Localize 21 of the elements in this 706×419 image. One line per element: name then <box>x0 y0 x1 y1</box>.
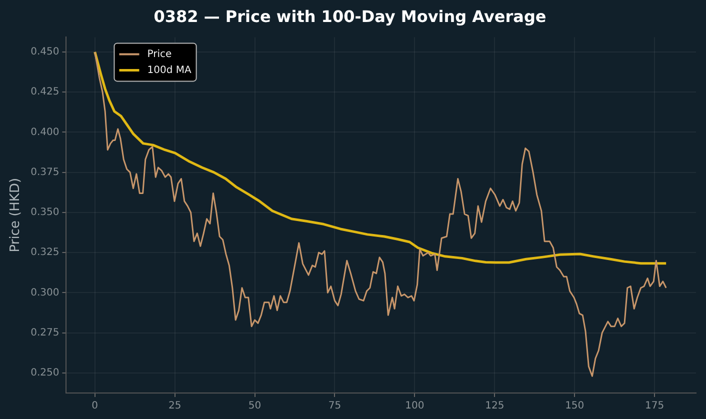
x-tick-label: 0 <box>92 400 98 412</box>
x-tick-label: 50 <box>248 400 262 412</box>
legend-label: Price <box>147 48 172 60</box>
y-tick-label: 0.375 <box>30 166 60 178</box>
y-tick-label: 0.250 <box>30 368 60 379</box>
x-tick-label: 175 <box>645 400 664 412</box>
x-tick-label: 100 <box>405 400 424 412</box>
chart-title: 0382 — Price with 100-Day Moving Average <box>154 6 546 26</box>
legend-label: 100d MA <box>147 64 192 76</box>
y-tick-label: 0.325 <box>30 247 60 258</box>
x-tick-label: 125 <box>485 400 504 412</box>
x-tick-label: 25 <box>168 400 182 412</box>
y-tick-label: 0.425 <box>30 86 60 98</box>
y-tick-label: 0.450 <box>30 46 60 58</box>
y-tick-label: 0.350 <box>30 207 60 218</box>
y-axis-title: Price (HKD) <box>8 178 24 252</box>
y-tick-label: 0.300 <box>30 287 60 298</box>
y-tick-label: 0.275 <box>30 327 60 338</box>
y-tick-label: 0.400 <box>30 126 60 138</box>
x-tick-label: 150 <box>565 400 584 412</box>
x-tick-label: 75 <box>328 400 342 412</box>
